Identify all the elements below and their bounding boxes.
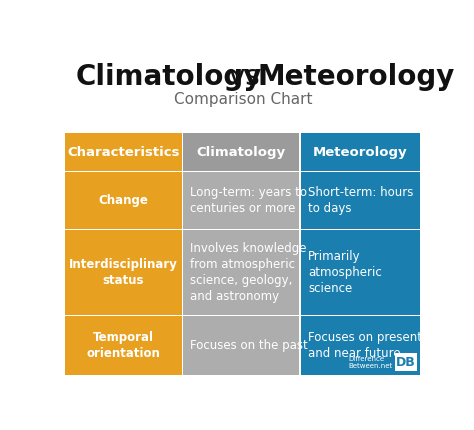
Bar xyxy=(183,172,299,228)
Bar xyxy=(301,172,420,228)
Text: Meteorology: Meteorology xyxy=(313,146,408,159)
Text: Comparison Chart: Comparison Chart xyxy=(173,92,312,107)
Text: Difference
Between.net: Difference Between.net xyxy=(348,356,392,369)
Bar xyxy=(301,230,420,315)
Bar xyxy=(65,230,182,315)
Text: DB: DB xyxy=(396,356,416,369)
Text: Meteorology: Meteorology xyxy=(257,63,455,91)
Text: Primarily
atmospheric
science: Primarily atmospheric science xyxy=(308,250,382,295)
Text: Climatology: Climatology xyxy=(75,63,262,91)
Bar xyxy=(301,316,420,375)
Bar xyxy=(395,353,417,372)
Text: Climatology: Climatology xyxy=(0,429,1,430)
Text: Focuses on present
and near future: Focuses on present and near future xyxy=(308,332,422,360)
Bar xyxy=(183,316,299,375)
Text: Involves knowledge
from atmospheric
science, geology,
and astronomy: Involves knowledge from atmospheric scie… xyxy=(191,242,307,303)
Text: Climatology vs Meteorology: Climatology vs Meteorology xyxy=(0,429,1,430)
Text: Change: Change xyxy=(99,194,148,207)
Text: Characteristics: Characteristics xyxy=(67,146,180,159)
Text: Interdisciplinary
status: Interdisciplinary status xyxy=(69,258,178,287)
Text: Meteorology: Meteorology xyxy=(0,429,1,430)
Bar xyxy=(183,133,299,171)
Bar xyxy=(65,133,182,171)
Text: vs: vs xyxy=(0,429,1,430)
Bar xyxy=(65,316,182,375)
Text: Long-term: years to
centuries or more: Long-term: years to centuries or more xyxy=(191,186,308,215)
Text: Climatology: Climatology xyxy=(197,146,286,159)
Bar xyxy=(65,172,182,228)
Text: Temporal
orientation: Temporal orientation xyxy=(87,332,161,360)
Bar xyxy=(301,133,420,171)
Text: Short-term: hours
to days: Short-term: hours to days xyxy=(308,186,413,215)
Text: vs: vs xyxy=(220,63,268,91)
Bar xyxy=(183,230,299,315)
Text: Focuses on the past: Focuses on the past xyxy=(191,339,308,352)
